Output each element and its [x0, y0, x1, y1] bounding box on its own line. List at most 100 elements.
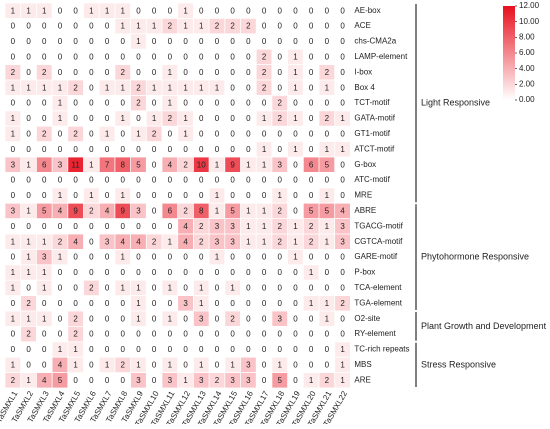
heat-cell	[335, 296, 350, 311]
heat-cell	[193, 249, 209, 265]
cell-label: 0	[105, 99, 110, 108]
cell-label: 0	[152, 99, 157, 108]
cell-label: 0	[246, 130, 251, 139]
heat-cell	[162, 311, 178, 326]
cell-label: 2	[246, 22, 251, 31]
cell-label: 1	[26, 83, 31, 92]
colorbar-label: 10.00	[519, 17, 540, 26]
heat-cell	[21, 249, 36, 265]
heat-cell	[335, 188, 350, 203]
heat-cell	[83, 203, 99, 219]
cell-label: 1	[168, 83, 173, 92]
cell-label: 0	[152, 268, 157, 277]
cell-label: 0	[183, 191, 188, 200]
cell-label: 0	[26, 345, 31, 354]
cell-label: 0	[168, 345, 173, 354]
heat-cell	[240, 249, 256, 265]
cell-label: 1	[121, 284, 126, 293]
heat-cell	[52, 249, 68, 265]
heat-cell	[146, 80, 162, 95]
cell-label: 2	[121, 68, 126, 77]
heat-cell	[162, 373, 178, 388]
cell-label: 0	[136, 222, 141, 231]
heat-cell	[115, 342, 131, 357]
cell-label: 0	[309, 68, 314, 77]
heat-cell	[68, 311, 84, 326]
heat-cell	[319, 203, 335, 219]
cell-label: 0	[340, 130, 345, 139]
heat-cell	[178, 265, 193, 280]
cell-label: 1	[183, 83, 188, 92]
cell-label: 0	[230, 299, 235, 308]
cell-label: 0	[42, 114, 47, 123]
heat-cell	[288, 80, 303, 95]
cell-label: 3	[278, 160, 283, 169]
cell-label: 0	[42, 145, 47, 154]
heat-cell	[83, 95, 99, 111]
heat-cell	[146, 311, 162, 326]
cell-label: 0	[42, 330, 47, 339]
heat-cell	[146, 280, 162, 296]
cell-label: 0	[340, 284, 345, 293]
row-label: ATC-motif	[354, 175, 390, 184]
cell-label: 3	[215, 222, 220, 231]
heat-cell	[209, 188, 225, 203]
cell-label: 0	[89, 176, 94, 185]
heat-cell	[146, 126, 162, 142]
heat-cell	[256, 18, 272, 34]
cell-label: 0	[136, 330, 141, 339]
heat-cell	[36, 95, 52, 111]
cell-label: 0	[105, 22, 110, 31]
heat-cell	[99, 219, 115, 234]
row-label: chs-CMA2a	[354, 37, 396, 46]
cell-label: 0	[89, 268, 94, 277]
heat-cell	[5, 326, 21, 342]
cell-label: 0	[340, 6, 345, 15]
cell-label: 0	[246, 253, 251, 262]
cell-label: 1	[340, 361, 345, 370]
heat-cell	[36, 203, 52, 219]
cell-label: 0	[73, 299, 78, 308]
cell-label: 0	[183, 176, 188, 185]
heat-cell	[319, 80, 335, 95]
cell-label: 1	[26, 207, 31, 216]
cell-label: 1	[42, 284, 47, 293]
cell-label: 0	[293, 37, 298, 46]
heat-cell	[240, 203, 256, 219]
heat-cell	[36, 249, 52, 265]
heat-cell	[272, 3, 288, 19]
heat-cell	[21, 265, 36, 280]
heat-cell	[162, 172, 178, 188]
heat-cell	[83, 265, 99, 280]
cell-label: 0	[26, 130, 31, 139]
heat-cell	[288, 280, 303, 296]
cell-label: 0	[199, 114, 204, 123]
heat-cell	[36, 80, 52, 95]
cell-label: 1	[199, 22, 204, 31]
heat-cell	[288, 49, 303, 65]
heat-cell	[36, 172, 52, 188]
cell-label: 0	[42, 99, 47, 108]
cell-label: 0	[278, 345, 283, 354]
heat-cell	[240, 34, 256, 49]
cell-label: 0	[293, 176, 298, 185]
cell-label: 1	[293, 68, 298, 77]
cell-label: 0	[121, 330, 126, 339]
heat-cell	[115, 95, 131, 111]
cell-label: 0	[199, 37, 204, 46]
cell-label: 0	[73, 6, 78, 15]
heat-cell	[52, 80, 68, 95]
cell-label: 3	[199, 314, 204, 323]
heat-cell	[83, 326, 99, 342]
cell-label: 0	[58, 37, 63, 46]
heat-cell	[272, 249, 288, 265]
heat-cell	[272, 142, 288, 157]
cell-label: 0	[199, 145, 204, 154]
cell-label: 0	[199, 330, 204, 339]
cell-label: 3	[246, 376, 251, 385]
heat-cell	[178, 80, 193, 95]
cell-label: 0	[230, 6, 235, 15]
cell-label: 0	[105, 176, 110, 185]
cell-label: 0	[309, 37, 314, 46]
